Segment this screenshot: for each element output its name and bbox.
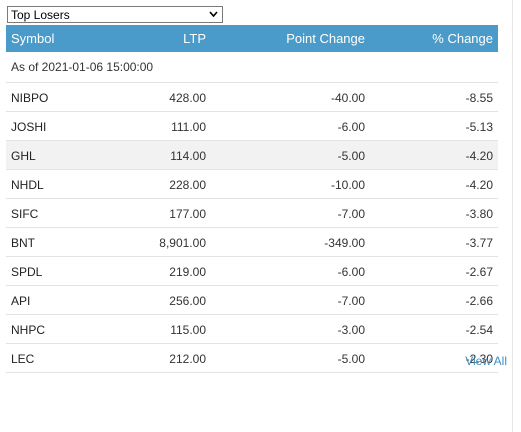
ltp-cell: 115.00 xyxy=(170,323,206,337)
symbol-cell[interactable]: JOSHI xyxy=(11,120,47,134)
ltp-cell: 111.00 xyxy=(171,120,206,134)
header-point-change[interactable]: Point Change xyxy=(286,31,365,46)
ltp-cell: 228.00 xyxy=(169,178,206,192)
table-row[interactable]: SPDL 219.00 -6.00 -2.67 xyxy=(6,257,498,286)
point-change-cell: -5.00 xyxy=(337,352,365,366)
table-row[interactable]: SIFC 177.00 -7.00 -3.80 xyxy=(6,199,498,228)
table-row[interactable]: NHPC 115.00 -3.00 -2.54 xyxy=(6,315,498,344)
pct-change-cell: -3.80 xyxy=(465,207,493,221)
symbol-cell[interactable]: LEC xyxy=(11,352,35,366)
ltp-cell: 114.00 xyxy=(170,149,206,163)
table-row[interactable]: LEC 212.00 -5.00 -2.30 xyxy=(6,344,498,373)
table-header: Symbol LTP Point Change % Change xyxy=(6,25,498,52)
market-filter-select[interactable]: Top Losers xyxy=(7,6,223,23)
pct-change-cell: -2.67 xyxy=(465,265,493,279)
losers-table: Symbol LTP Point Change % Change As of 2… xyxy=(6,25,498,373)
table-row[interactable]: JOSHI 111.00 -6.00 -5.13 xyxy=(6,112,498,141)
header-symbol[interactable]: Symbol xyxy=(11,31,55,46)
point-change-cell: -7.00 xyxy=(337,294,365,308)
ltp-cell: 212.00 xyxy=(169,352,206,366)
pct-change-cell: -4.20 xyxy=(465,149,493,163)
point-change-cell: -6.00 xyxy=(337,265,365,279)
point-change-cell: -6.00 xyxy=(337,120,365,134)
point-change-cell: -5.00 xyxy=(337,149,365,163)
symbol-cell[interactable]: SPDL xyxy=(11,265,43,279)
symbol-cell[interactable]: GHL xyxy=(11,149,36,163)
view-all-link[interactable]: View All xyxy=(465,354,507,368)
table-row[interactable]: NHDL 228.00 -10.00 -4.20 xyxy=(6,170,498,199)
ltp-cell: 428.00 xyxy=(169,91,206,105)
symbol-cell[interactable]: NIBPO xyxy=(11,91,49,105)
point-change-cell: -7.00 xyxy=(337,207,365,221)
as-of-timestamp: As of 2021-01-06 15:00:00 xyxy=(6,52,498,83)
pct-change-cell: -4.20 xyxy=(465,178,493,192)
symbol-cell[interactable]: NHPC xyxy=(11,323,46,337)
pct-change-cell: -8.55 xyxy=(465,91,493,105)
pct-change-cell: -5.13 xyxy=(465,120,493,134)
ltp-cell: 177.00 xyxy=(169,207,206,221)
point-change-cell: -349.00 xyxy=(324,236,365,250)
pct-change-cell: -2.66 xyxy=(465,294,493,308)
table-row[interactable]: NIBPO 428.00 -40.00 -8.55 xyxy=(6,83,498,112)
point-change-cell: -40.00 xyxy=(330,91,365,105)
ltp-cell: 256.00 xyxy=(169,294,206,308)
table-row[interactable]: GHL 114.00 -5.00 -4.20 xyxy=(6,141,498,170)
select-value: Top Losers xyxy=(11,8,70,22)
ltp-cell: 219.00 xyxy=(169,265,206,279)
symbol-cell[interactable]: BNT xyxy=(11,236,35,250)
pct-change-cell: -2.54 xyxy=(465,323,493,337)
point-change-cell: -10.00 xyxy=(330,178,365,192)
point-change-cell: -3.00 xyxy=(337,323,365,337)
table-row[interactable]: BNT 8,901.00 -349.00 -3.77 xyxy=(6,228,498,257)
symbol-cell[interactable]: NHDL xyxy=(11,178,44,192)
ltp-cell: 8,901.00 xyxy=(159,236,206,250)
pct-change-cell: -2.30 xyxy=(465,352,493,366)
table-row[interactable]: API 256.00 -7.00 -2.66 xyxy=(6,286,498,315)
symbol-cell[interactable]: API xyxy=(11,294,31,308)
panel-border xyxy=(512,0,513,432)
header-ltp[interactable]: LTP xyxy=(183,31,206,46)
chevron-down-icon xyxy=(209,11,218,18)
pct-change-cell: -3.77 xyxy=(465,236,493,250)
header-pct-change[interactable]: % Change xyxy=(432,31,493,46)
symbol-cell[interactable]: SIFC xyxy=(11,207,39,221)
